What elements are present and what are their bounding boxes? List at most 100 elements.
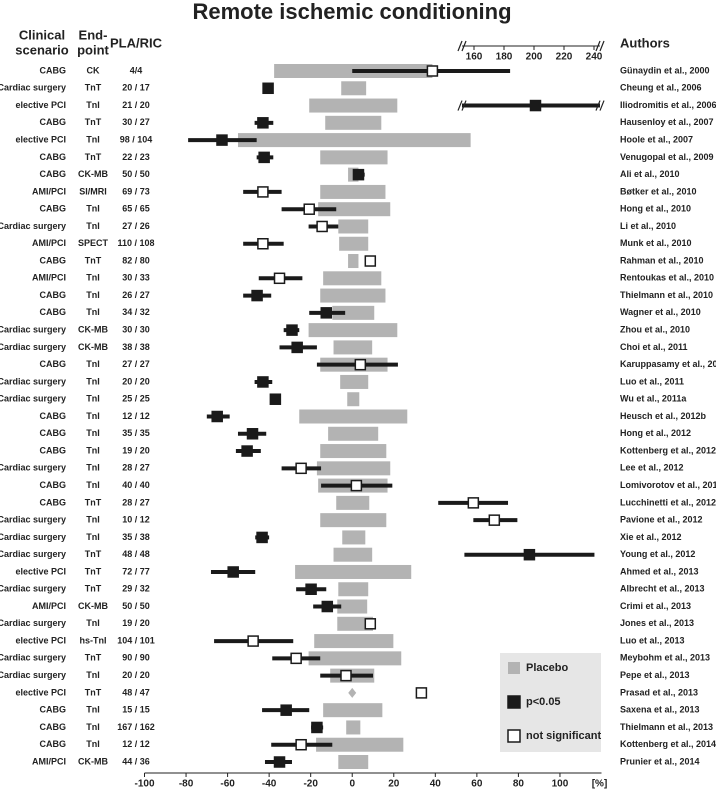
- endpoint: TnI: [86, 290, 100, 300]
- endpoint: TnI: [86, 273, 100, 283]
- axis-break: [595, 100, 601, 111]
- author: Prunier et al., 2014: [620, 756, 700, 766]
- endpoint: TnI: [86, 705, 100, 715]
- x2-tick-label: 220: [556, 52, 573, 63]
- author: Cheung et al., 2006: [620, 83, 702, 93]
- placebo-range: [348, 254, 359, 269]
- scenario: Cardiac surgery: [0, 670, 66, 680]
- placebo-range: [333, 547, 373, 562]
- placebo-range: [308, 323, 398, 338]
- author: Rahman et al., 2010: [620, 255, 704, 265]
- effect-estimate: [262, 82, 274, 95]
- scenario: CABG: [40, 290, 67, 300]
- effect-estimate: [523, 548, 536, 561]
- scenario: AMI/PCI: [32, 273, 66, 283]
- placebo-range: [299, 409, 408, 424]
- effect-estimate: [247, 635, 259, 647]
- sample-size: 98 / 104: [120, 134, 153, 144]
- sample-size: 82 / 80: [122, 255, 150, 265]
- placebo-range: [339, 236, 369, 251]
- effect-estimate: [211, 410, 223, 423]
- endpoint: TnI: [86, 221, 100, 231]
- endpoint: TnT: [85, 117, 102, 127]
- x-tick-label: -60: [220, 779, 235, 790]
- placebo-range: [337, 616, 373, 631]
- effect-estimate: [352, 168, 365, 181]
- endpoint: TnT: [85, 687, 102, 697]
- effect-estimate: [415, 687, 428, 699]
- header-endpoint: point: [77, 42, 109, 57]
- sample-size: 21 / 20: [122, 100, 150, 110]
- sample-size: 12 / 12: [122, 739, 150, 749]
- effect-estimate: [340, 669, 352, 682]
- author: Luo et al., 2013: [620, 635, 685, 645]
- author: Xie et al., 2012: [620, 532, 682, 542]
- effect-estimate: [290, 652, 302, 665]
- sample-size: 38 / 38: [122, 342, 150, 352]
- endpoint: TnI: [86, 515, 100, 525]
- x-tick-label: 60: [471, 779, 483, 790]
- sample-size: 30 / 33: [122, 273, 150, 283]
- author: Zhou et al., 2010: [620, 325, 690, 335]
- endpoint: SPECT: [78, 238, 109, 248]
- scenario: AMI/PCI: [32, 238, 66, 248]
- scenario: Cardiac surgery: [0, 376, 66, 386]
- sample-size: 104 / 101: [117, 635, 155, 645]
- placebo-range: [346, 720, 361, 735]
- axis-break: [595, 40, 601, 52]
- scenario: Cardiac surgery: [0, 532, 66, 542]
- legend-label: p<0.05: [526, 696, 561, 708]
- author: Ahmed et al., 2013: [620, 566, 699, 576]
- placebo-range: [338, 755, 369, 769]
- sample-size: 27 / 26: [122, 221, 150, 231]
- effect-estimate: [303, 203, 315, 215]
- author: Karuppasamy et al., 201: [620, 359, 716, 369]
- author: Jones et al., 2013: [620, 618, 694, 628]
- author: Luo et al., 2011: [620, 376, 684, 386]
- scenario: Cardiac surgery: [0, 325, 66, 335]
- placebo-range: [341, 81, 367, 96]
- placebo-range: [316, 461, 391, 476]
- endpoint: TnT: [85, 83, 102, 93]
- placebo-range: [314, 634, 394, 649]
- placebo-range: [348, 687, 357, 698]
- scenario: CABG: [40, 152, 67, 162]
- effect-estimate: [320, 307, 333, 319]
- endpoint: TnI: [86, 376, 100, 386]
- scenario: AMI/PCI: [32, 756, 66, 766]
- scenario: CABG: [40, 255, 67, 265]
- endpoint: TnT: [85, 549, 102, 559]
- sample-size: 4/4: [130, 65, 143, 75]
- x2-tick-label: 180: [496, 52, 513, 63]
- x-tick-label: 100: [552, 779, 569, 790]
- author: Pepe et al., 2013: [620, 670, 690, 680]
- scenario: Cardiac surgery: [0, 463, 66, 473]
- author: Wu et al., 2011a: [620, 394, 687, 404]
- author: Crimi et al., 2013: [620, 601, 691, 611]
- endpoint: SI/MRI: [79, 186, 107, 196]
- header-endpoint: End-: [79, 27, 108, 42]
- endpoint: TnI: [86, 722, 100, 732]
- x-tick-label: -100: [134, 779, 154, 790]
- effect-estimate: [316, 220, 328, 233]
- endpoint: hs-TnI: [80, 635, 107, 645]
- sample-size: 110 / 108: [117, 238, 154, 248]
- sample-size: 35 / 38: [122, 532, 150, 542]
- scenario: Cardiac surgery: [0, 549, 66, 559]
- author: Hoole et al., 2007: [620, 134, 693, 144]
- effect-estimate: [273, 272, 286, 285]
- effect-estimate: [256, 531, 268, 544]
- scenario: Cardiac surgery: [0, 653, 66, 663]
- scenario: CABG: [40, 445, 67, 455]
- author: Kottenberg et al., 2012: [620, 445, 716, 455]
- author: Saxena et al., 2013: [620, 705, 700, 715]
- endpoint: TnI: [86, 428, 100, 438]
- placebo-range: [320, 184, 386, 199]
- effect-estimate: [257, 186, 269, 198]
- endpoint: CK-MB: [78, 169, 108, 179]
- axis-break: [599, 100, 605, 111]
- author: Hong et al., 2010: [620, 204, 691, 214]
- x2-tick-label: 240: [586, 52, 603, 63]
- placebo-range: [237, 133, 471, 148]
